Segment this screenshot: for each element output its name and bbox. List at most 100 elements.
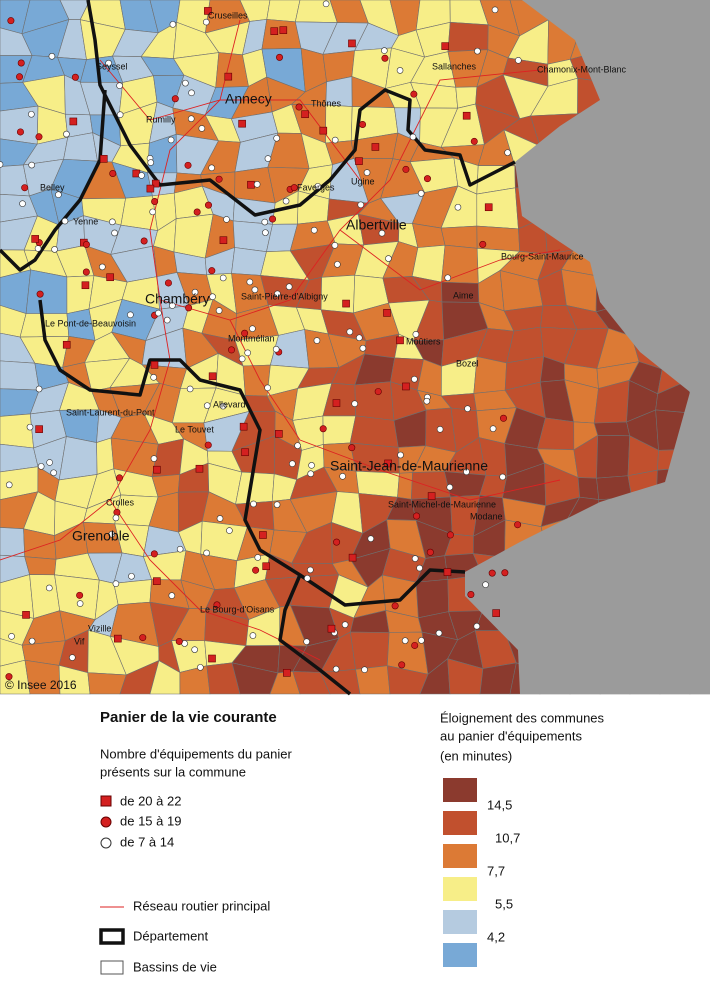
symbol-square	[348, 553, 357, 562]
legend-item: Réseau routier principal	[133, 898, 270, 913]
commune	[411, 244, 446, 283]
place-label: Yenne	[73, 216, 98, 226]
symbol-white-circle	[294, 442, 301, 449]
symbol-square	[99, 155, 108, 163]
symbol-white-circle	[197, 664, 204, 671]
symbol-white-circle	[251, 286, 259, 294]
symbol-white-circle	[417, 190, 425, 197]
symbol-red-circle	[139, 634, 147, 642]
symbol-red-circle	[295, 103, 303, 111]
symbol-white-circle	[412, 331, 420, 338]
symbol-white-circle	[219, 274, 227, 282]
symbol-white-circle	[253, 180, 261, 188]
symbol-white-circle	[359, 344, 367, 352]
symbol-red-circle	[514, 521, 522, 529]
symbol-red-circle	[184, 161, 192, 169]
symbol-square	[462, 111, 471, 120]
symbol-white-circle	[250, 500, 257, 508]
symbol-white-circle	[249, 325, 256, 332]
place-label: Saint-Jean-de-Maurienne	[330, 458, 488, 474]
symbol-white-circle	[203, 549, 210, 557]
symbol-white-circle	[411, 555, 419, 562]
symbol-white-circle	[262, 229, 269, 236]
place-label: Moûtiers	[406, 336, 441, 346]
symbol-red-circle	[171, 95, 179, 103]
symbol-red-circle	[446, 531, 454, 539]
symbol-white-circle	[112, 580, 120, 587]
symbol-white-circle	[473, 622, 481, 630]
symbol-white-circle	[105, 59, 112, 67]
symbol-white-circle	[322, 0, 330, 8]
symbol-white-circle	[304, 574, 311, 582]
symbol-red-circle	[333, 538, 341, 546]
symbol-square	[262, 562, 270, 571]
symbol-white-circle	[357, 201, 365, 209]
symbol-white-circle	[48, 52, 56, 60]
symbol-white-circle	[155, 309, 162, 317]
symbol-white-circle	[203, 402, 211, 409]
symbol-white-circle	[273, 501, 281, 508]
symbol-white-circle	[339, 472, 346, 480]
symbol-red-circle	[151, 197, 159, 205]
scale-swatch	[443, 910, 477, 934]
commune	[0, 413, 34, 449]
symbol-white-circle	[127, 311, 134, 319]
symbol-red-circle	[113, 508, 121, 516]
symbol-square	[153, 465, 161, 474]
symbol-white-circle	[489, 425, 497, 432]
symbol-white-circle	[0, 161, 4, 168]
symbol-red-circle	[164, 279, 172, 287]
symbol-red-circle	[204, 441, 212, 449]
road	[0, 19, 241, 561]
symbol-white-circle	[46, 584, 53, 592]
symbol-white-circle	[219, 402, 227, 410]
scale-break: 4,2	[487, 929, 505, 944]
department-symbol	[99, 928, 125, 945]
symbol-white-circle	[464, 405, 471, 412]
symbol-square	[62, 340, 71, 349]
symbol-white-circle	[409, 133, 417, 141]
symbol-white-circle	[198, 125, 206, 132]
symbol-white-circle	[55, 191, 62, 199]
symbol-white-circle	[34, 245, 42, 252]
commune	[87, 672, 127, 695]
symbol-white-circle	[111, 229, 118, 237]
symbol-red-circle	[479, 240, 487, 248]
symbol-red-circle	[359, 120, 367, 128]
place-label: Saint-Laurent-du-Pont	[66, 407, 155, 417]
place-label: Modane	[470, 511, 503, 521]
place-label: Cruseilles	[208, 10, 248, 20]
symbol-white-circle	[515, 57, 522, 64]
commune	[232, 220, 273, 253]
symbol-white-circle	[444, 274, 452, 282]
place-label: Bozel	[456, 358, 479, 368]
symbol-red-circle	[402, 165, 410, 173]
symbol-white-circle	[499, 473, 506, 481]
place-label: Faverges	[297, 182, 335, 192]
symbol-red-circle	[100, 816, 112, 828]
symbol-white-circle	[216, 515, 224, 522]
symbol-white-circle	[463, 468, 470, 476]
place-label: Le Bourg-d'Oisans	[200, 604, 275, 614]
place-label: Rumilly	[146, 114, 176, 124]
symbol-white-circle	[99, 263, 106, 271]
place-label: Ugine	[351, 176, 375, 186]
symbol-white-circle	[169, 302, 176, 309]
place-labels: Cruseilles Seyssel Sallanches Chamonix-Mont…	[40, 10, 627, 646]
place-label: Sallanches	[432, 61, 477, 71]
symbol-red-circle	[109, 170, 117, 178]
symbol-red-circle	[374, 388, 382, 396]
legend-item: Département	[133, 928, 209, 943]
symbol-white-circle	[8, 633, 15, 640]
symbol-red-circle	[140, 237, 148, 245]
symbol-red-circle	[16, 73, 24, 81]
commune	[242, 364, 271, 397]
symbol-square	[106, 273, 114, 282]
symbol-white-circle	[346, 328, 354, 336]
symbol-white-circle	[150, 455, 158, 462]
symbol-white-circle	[50, 469, 57, 477]
symbol-square	[396, 336, 404, 345]
place-label: Saint-Michel-de-Maurienne	[388, 499, 496, 509]
symbol-white-circle	[355, 334, 363, 342]
symbol-red-circle	[228, 346, 236, 354]
